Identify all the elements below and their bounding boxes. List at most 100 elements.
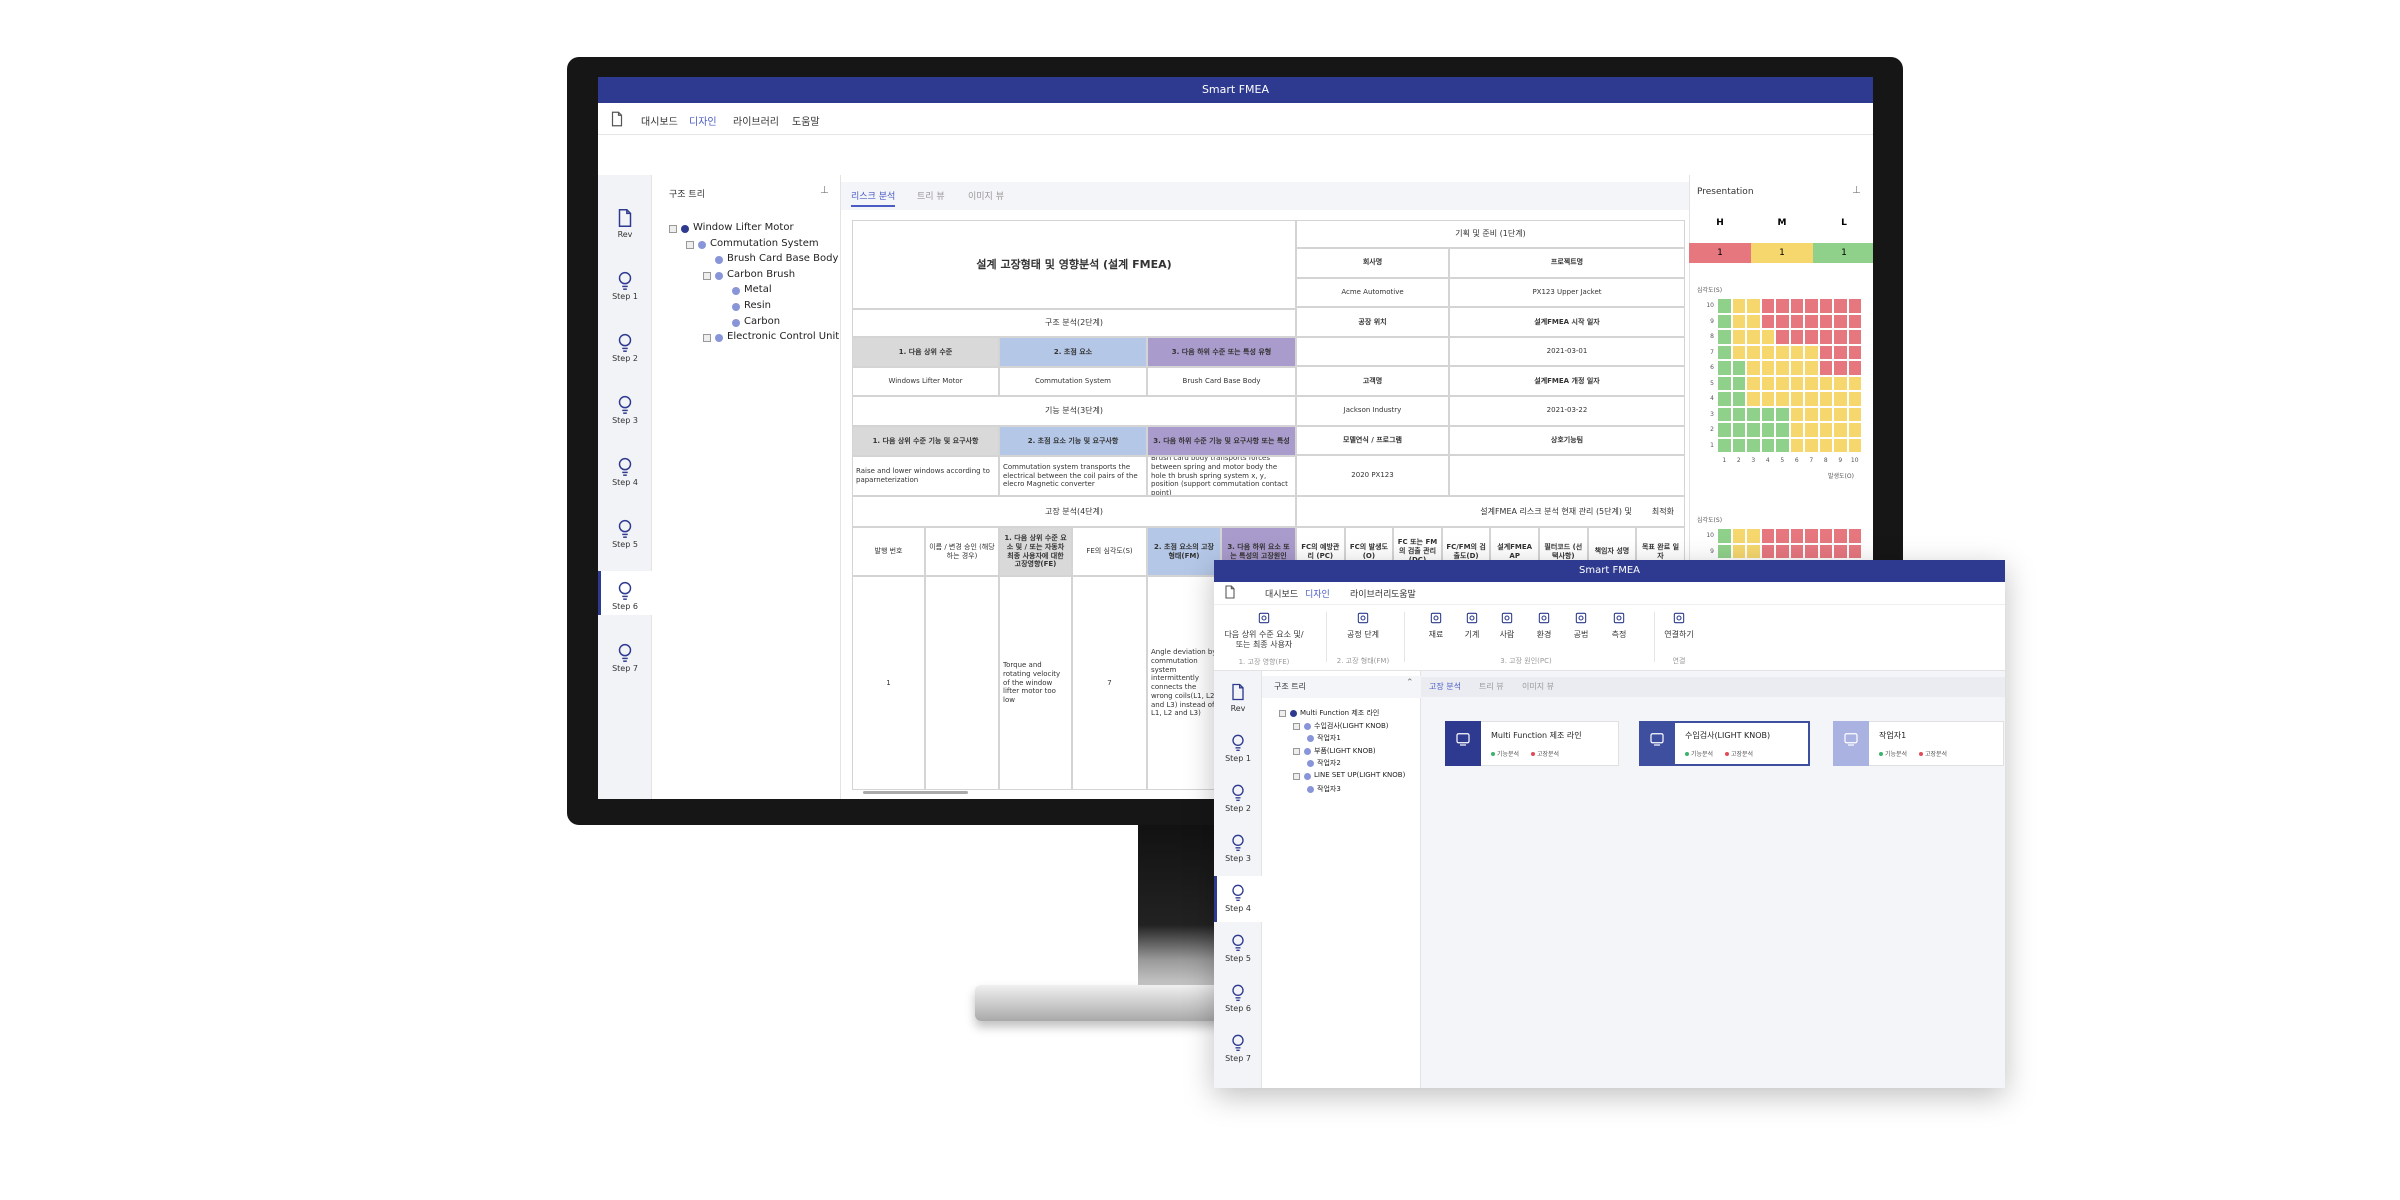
icon <box>1228 982 1248 1002</box>
tree-item[interactable]: Electronic Control Unit <box>727 331 840 343</box>
icon-part <box>1225 585 1235 599</box>
risk-cell <box>1805 361 1818 375</box>
risk-cell <box>1761 529 1774 543</box>
risk-cell <box>1790 314 1803 328</box>
step-label[interactable]: Rev <box>617 230 633 239</box>
tree-item[interactable]: Carbon Brush <box>727 268 796 280</box>
icon <box>614 517 636 539</box>
card-tag: 고장분석 <box>1537 751 1560 758</box>
tree-item[interactable]: 작업자1 <box>1317 734 1341 743</box>
risk-cell <box>1805 392 1818 406</box>
step-label[interactable]: Step 7 <box>612 664 638 673</box>
icon <box>614 579 636 601</box>
risk-cell <box>1790 544 1803 558</box>
menu-item[interactable]: 대시보드 <box>641 117 678 128</box>
icon <box>614 455 636 477</box>
x-tick-label: 9 <box>1838 457 1843 464</box>
expand-box <box>686 240 694 249</box>
step-label[interactable]: Step 6 <box>1225 1004 1251 1013</box>
tree-item[interactable]: Multi Function 제조 라인 <box>1300 709 1380 717</box>
menu-item[interactable]: 디자인 <box>1305 590 1330 600</box>
tree-item[interactable]: Brush Card Base Body <box>727 253 839 265</box>
tree-item[interactable]: 수입검사(LIGHT KNOB) <box>1314 721 1389 730</box>
icon-part <box>1616 615 1622 621</box>
column-header: 1. 다음 상위 수준 요소 및 / 또는 자동차 최종 사용자에 대한 고장영… <box>999 527 1072 576</box>
icon-part <box>1613 612 1625 624</box>
step-label[interactable]: Step 7 <box>1225 1054 1251 1063</box>
risk-cell <box>1805 407 1818 421</box>
risk-cell <box>1819 361 1832 375</box>
risk-cell <box>1747 345 1760 359</box>
node-dot <box>732 303 740 311</box>
tree-item[interactable]: Commutation System <box>710 237 819 249</box>
risk-cell <box>1805 299 1818 313</box>
tree-item[interactable]: 작업자3 <box>1317 784 1341 793</box>
step-label[interactable]: Step 4 <box>1225 904 1251 913</box>
risk-cell <box>1819 392 1832 406</box>
icon-part <box>618 395 632 414</box>
panel-title: Presentation <box>1697 187 1754 197</box>
step-label[interactable]: Step 5 <box>612 540 638 549</box>
tree-panel <box>1262 671 1421 1088</box>
icon-part <box>618 519 632 533</box>
icon-part <box>1433 615 1439 621</box>
risk-cell <box>1761 376 1774 390</box>
tree-item[interactable]: LINE SET UP(LIGHT KNOB) <box>1314 771 1406 779</box>
tree-item[interactable]: Window Lifter Motor <box>693 222 794 233</box>
icon-part <box>618 581 632 600</box>
menu-item[interactable]: 라이브러리 <box>1350 590 1392 600</box>
tool-button[interactable]: 측정 <box>1611 630 1627 639</box>
table-cell: 프로젝트명 <box>1449 248 1685 278</box>
step-label[interactable]: Step 6 <box>612 602 638 611</box>
tool-button[interactable]: 사람 <box>1499 630 1515 639</box>
risk-cell <box>1718 299 1731 313</box>
tree-item[interactable]: Metal <box>744 284 772 296</box>
menu-item[interactable]: 대시보드 <box>1265 590 1299 600</box>
risk-cell <box>1761 438 1774 452</box>
tab[interactable]: 트리 뷰 <box>917 192 945 202</box>
tool-button[interactable]: 연결하기 <box>1664 630 1694 639</box>
tool-button[interactable]: 공정 단계 <box>1347 630 1379 639</box>
tag-dot <box>1685 752 1689 756</box>
step-label[interactable]: Step 3 <box>612 416 638 425</box>
y-tick-label: 10 <box>1706 302 1714 309</box>
step-label[interactable]: Rev <box>1230 704 1246 713</box>
icon-part <box>1844 733 1858 744</box>
step-label[interactable]: Step 1 <box>1225 754 1251 763</box>
tool-button[interactable]: 공법 <box>1573 630 1589 639</box>
risk-cell <box>1848 529 1861 543</box>
step-label[interactable]: Step 4 <box>612 478 638 487</box>
menu-item[interactable]: 라이브러리 <box>733 117 779 128</box>
table-cell <box>1449 455 1685 497</box>
menu-item[interactable]: 도움말 <box>792 117 820 128</box>
step-label[interactable]: Step 1 <box>612 292 638 301</box>
risk-cell <box>1747 299 1760 313</box>
tool-button[interactable]: 재료 <box>1428 630 1444 639</box>
menu-item[interactable]: 도움말 <box>1391 590 1416 600</box>
tool-button[interactable]: 기계 <box>1464 630 1480 639</box>
tab[interactable]: 트리 뷰 <box>1479 682 1504 691</box>
x-tick-label: 3 <box>1751 457 1756 464</box>
risk-cell <box>1848 330 1861 344</box>
step-label[interactable]: Step 3 <box>1225 854 1251 863</box>
tool-button[interactable]: 다음 상위 수준 요소 및/또는 최종 사용자 <box>1224 630 1304 649</box>
tool-button[interactable]: 환경 <box>1536 630 1552 639</box>
menu-item[interactable]: 디자인 <box>689 117 717 128</box>
step-label[interactable]: Step 5 <box>1225 954 1251 963</box>
step-label[interactable]: Step 2 <box>1225 804 1251 813</box>
table-cell: 2020 PX123 <box>1296 455 1449 497</box>
risk-cell <box>1805 330 1818 344</box>
tab[interactable]: 리스크 분석 <box>851 189 896 207</box>
expand-box <box>1293 747 1300 755</box>
tree-item[interactable]: 부품(LIGHT KNOB) <box>1314 746 1376 755</box>
icon-part <box>1501 612 1513 624</box>
tree-item[interactable]: 작업자2 <box>1317 759 1341 768</box>
tab[interactable]: 고장 분석 <box>1429 682 1461 691</box>
tree-item[interactable]: Resin <box>744 300 771 311</box>
tree-item[interactable]: Carbon <box>744 315 781 327</box>
step-label[interactable]: Step 2 <box>612 354 638 363</box>
risk-cell <box>1776 376 1789 390</box>
icon <box>1256 610 1272 626</box>
tab[interactable]: 이미지 뷰 <box>968 192 1004 202</box>
tab[interactable]: 이미지 뷰 <box>1522 682 1554 691</box>
